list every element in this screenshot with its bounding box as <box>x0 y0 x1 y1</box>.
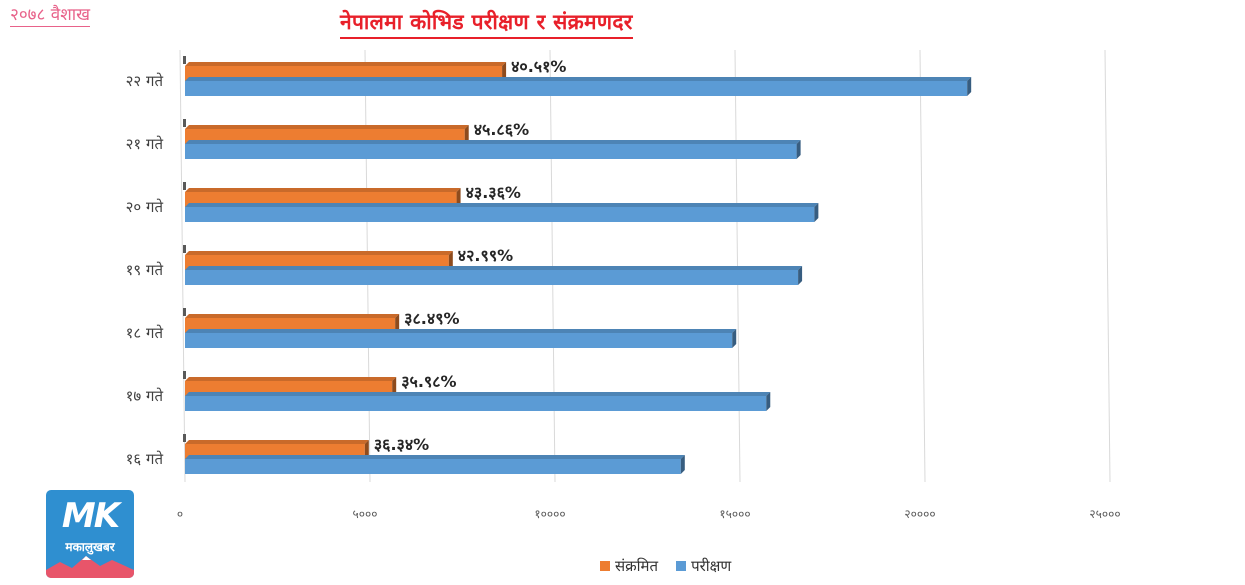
legend-item-tests: परीक्षण <box>676 556 731 576</box>
bar-side-face <box>456 188 461 207</box>
gridline <box>919 49 926 483</box>
bar-top-face <box>185 188 461 192</box>
bar-tests <box>185 392 771 411</box>
bar-front-face <box>185 81 968 96</box>
category-label: २० गते <box>126 198 164 216</box>
bar-side-face <box>798 266 803 285</box>
bar-side-face <box>364 440 369 459</box>
chart-title: नेपालमा कोभिड परीक्षण र संक्रमणदर <box>340 8 633 39</box>
axis-tick <box>183 434 186 442</box>
category-label: १९ गते <box>126 261 164 279</box>
axis-tick <box>183 56 186 64</box>
data-label: ४२.९९% <box>458 246 513 265</box>
axis-tick <box>183 308 186 316</box>
bar-tests <box>185 329 737 348</box>
bar-top-face <box>185 251 453 255</box>
data-label: ४०.५१% <box>511 57 566 76</box>
bar-side-face <box>448 251 453 270</box>
makalukhabar-logo: MK मकालुखबर <box>46 490 134 578</box>
legend-item-infected: संक्रमित <box>600 556 658 576</box>
data-label: ४३.३६% <box>466 183 521 202</box>
bar-top-face <box>185 455 685 459</box>
x-tick-label: ० <box>177 507 183 521</box>
bar-front-face <box>185 459 681 474</box>
data-label: ३५.९८% <box>401 372 456 391</box>
bar-top-face <box>185 440 369 444</box>
corner-date-label: २०७८ वैशाख <box>10 2 91 27</box>
x-tick-label: ५००० <box>353 507 378 521</box>
x-tick-label: १५००० <box>719 507 750 521</box>
axis-tick <box>183 119 186 127</box>
mountain-icon <box>46 556 134 578</box>
axis-tick <box>183 245 186 253</box>
chart-legend: संक्रमित परीक्षण <box>600 556 731 576</box>
category-label: २१ गते <box>126 135 164 153</box>
legend-swatch-infected <box>600 561 610 571</box>
category-label: १६ गते <box>126 450 164 468</box>
bar-side-face <box>766 392 771 411</box>
axis-tick <box>183 371 186 379</box>
bar-front-face <box>185 396 767 411</box>
bar-tests <box>185 140 801 159</box>
bar-side-face <box>395 314 400 333</box>
data-label: ३८.४९% <box>404 309 459 328</box>
bar-front-face <box>185 144 797 159</box>
bar-side-face <box>502 62 507 81</box>
x-tick-label: २५००० <box>1089 507 1120 521</box>
bar-top-face <box>185 266 803 270</box>
bar-top-face <box>185 125 469 129</box>
bar-tests <box>185 455 685 474</box>
gridline <box>179 49 186 483</box>
legend-label-infected: संक्रमित <box>615 557 659 575</box>
bar-top-face <box>185 329 737 333</box>
legend-label-tests: परीक्षण <box>691 557 732 575</box>
bar-top-face <box>185 62 507 66</box>
x-tick-label: २०००० <box>904 507 935 521</box>
logo-mark: MK <box>61 496 120 536</box>
category-label: १८ गते <box>126 324 164 342</box>
bar-front-face <box>185 270 799 285</box>
bar-side-face <box>732 329 737 348</box>
bar-side-face <box>464 125 469 144</box>
bar-front-face <box>185 207 815 222</box>
data-label: ४५.८६% <box>474 120 529 139</box>
legend-swatch-tests <box>676 561 687 571</box>
bar-front-face <box>185 333 733 348</box>
bar-side-face <box>680 455 685 474</box>
bar-tests <box>185 77 972 96</box>
logo-wordmark: मकालुखबर <box>65 540 115 554</box>
bar-side-face <box>796 140 801 159</box>
bar-tests <box>185 266 803 285</box>
bar-top-face <box>185 314 400 318</box>
category-label: १७ गते <box>126 387 164 405</box>
x-tick-label: १०००० <box>534 507 565 521</box>
bar-top-face <box>185 77 972 81</box>
bar-top-face <box>185 392 771 396</box>
bar-top-face <box>185 140 801 144</box>
bar-side-face <box>967 77 972 96</box>
gridline <box>1104 49 1111 483</box>
category-label: २२ गते <box>126 72 164 90</box>
bar-top-face <box>185 377 397 381</box>
bar-side-face <box>814 203 819 222</box>
axis-tick <box>183 182 186 190</box>
bar-top-face <box>185 203 819 207</box>
bar-tests <box>185 203 819 222</box>
bar-side-face <box>392 377 397 396</box>
data-label: ३६.३४% <box>374 435 429 454</box>
